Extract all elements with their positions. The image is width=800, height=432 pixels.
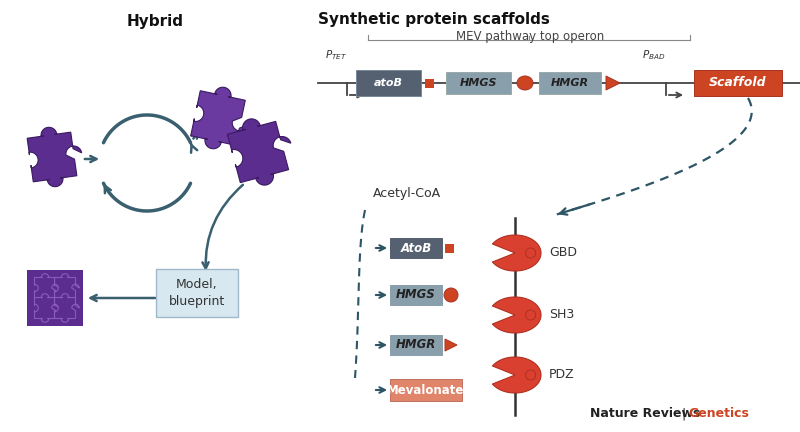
- Text: HMGR: HMGR: [396, 339, 436, 352]
- Text: Hybrid: Hybrid: [126, 14, 183, 29]
- Text: HMGR: HMGR: [551, 78, 589, 88]
- FancyBboxPatch shape: [390, 285, 442, 305]
- FancyBboxPatch shape: [390, 335, 442, 355]
- Text: Acetyl-CoA: Acetyl-CoA: [373, 187, 441, 200]
- Circle shape: [526, 248, 536, 258]
- FancyBboxPatch shape: [156, 269, 238, 317]
- FancyBboxPatch shape: [356, 70, 421, 96]
- FancyBboxPatch shape: [425, 79, 434, 88]
- FancyBboxPatch shape: [390, 379, 462, 401]
- Text: atoB: atoB: [374, 78, 403, 88]
- Circle shape: [444, 288, 458, 302]
- Polygon shape: [227, 119, 291, 185]
- Polygon shape: [54, 294, 79, 322]
- Text: $P_{TET}$: $P_{TET}$: [325, 48, 347, 62]
- FancyBboxPatch shape: [539, 72, 601, 94]
- Text: HMGS: HMGS: [396, 289, 436, 302]
- Polygon shape: [445, 339, 457, 351]
- Text: MEV pathway top operon: MEV pathway top operon: [456, 30, 604, 43]
- FancyBboxPatch shape: [694, 70, 782, 96]
- Polygon shape: [493, 297, 541, 333]
- Ellipse shape: [517, 76, 533, 90]
- FancyBboxPatch shape: [27, 270, 83, 326]
- Text: Synthetic protein scaffolds: Synthetic protein scaffolds: [318, 12, 550, 27]
- Polygon shape: [34, 274, 59, 302]
- Text: Model,
blueprint: Model, blueprint: [169, 278, 225, 308]
- FancyBboxPatch shape: [390, 238, 442, 258]
- Text: AtoB: AtoB: [400, 241, 432, 254]
- Polygon shape: [606, 76, 620, 90]
- Text: $P_{BAD}$: $P_{BAD}$: [642, 48, 666, 62]
- Circle shape: [526, 370, 536, 380]
- FancyBboxPatch shape: [446, 72, 511, 94]
- Text: PDZ: PDZ: [549, 368, 574, 381]
- Text: GBD: GBD: [549, 247, 577, 260]
- Polygon shape: [493, 235, 541, 271]
- Text: Nature Reviews: Nature Reviews: [590, 407, 700, 420]
- Text: SH3: SH3: [549, 308, 574, 321]
- Text: |: |: [678, 407, 690, 420]
- Text: Scaffold: Scaffold: [709, 76, 767, 89]
- Text: Genetics: Genetics: [688, 407, 749, 420]
- Polygon shape: [493, 357, 541, 393]
- Polygon shape: [54, 274, 79, 302]
- Circle shape: [526, 310, 536, 320]
- Text: HMGS: HMGS: [460, 78, 498, 88]
- Polygon shape: [34, 294, 59, 322]
- Polygon shape: [190, 87, 249, 149]
- Polygon shape: [27, 127, 82, 187]
- FancyBboxPatch shape: [445, 244, 454, 253]
- Text: Mevalonate: Mevalonate: [387, 384, 465, 397]
